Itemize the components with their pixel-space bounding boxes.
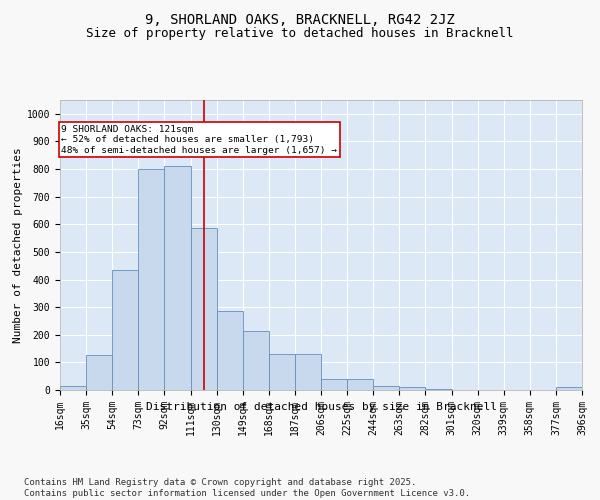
Text: 9, SHORLAND OAKS, BRACKNELL, RG42 2JZ: 9, SHORLAND OAKS, BRACKNELL, RG42 2JZ bbox=[145, 12, 455, 26]
Text: 9 SHORLAND OAKS: 121sqm
← 52% of detached houses are smaller (1,793)
48% of semi: 9 SHORLAND OAKS: 121sqm ← 52% of detache… bbox=[61, 125, 337, 154]
Bar bbox=[217, 312, 243, 390]
Bar bbox=[243, 330, 269, 390]
Y-axis label: Number of detached properties: Number of detached properties bbox=[13, 147, 23, 343]
Bar bbox=[191, 228, 217, 390]
Bar bbox=[60, 386, 86, 390]
Bar bbox=[347, 379, 373, 390]
Bar bbox=[373, 386, 400, 390]
Text: Contains HM Land Registry data © Crown copyright and database right 2025.
Contai: Contains HM Land Registry data © Crown c… bbox=[24, 478, 470, 498]
Text: Distribution of detached houses by size in Bracknell: Distribution of detached houses by size … bbox=[146, 402, 497, 412]
Bar bbox=[269, 354, 295, 390]
Text: Size of property relative to detached houses in Bracknell: Size of property relative to detached ho… bbox=[86, 28, 514, 40]
Bar bbox=[86, 356, 112, 390]
Bar bbox=[425, 388, 452, 390]
Bar bbox=[321, 379, 347, 390]
Bar bbox=[400, 387, 425, 390]
Bar bbox=[164, 166, 191, 390]
Bar bbox=[295, 354, 321, 390]
Bar bbox=[556, 387, 582, 390]
Bar bbox=[112, 270, 138, 390]
Bar bbox=[139, 169, 164, 390]
